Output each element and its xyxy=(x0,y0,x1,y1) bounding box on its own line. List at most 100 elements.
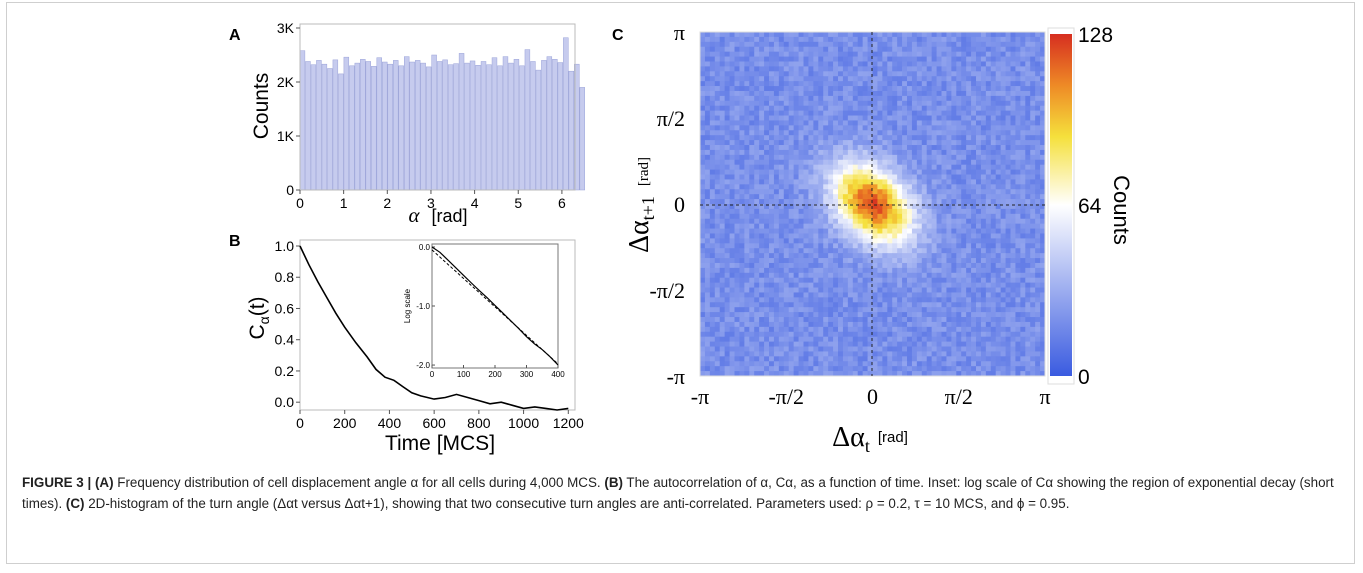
heatmap-cell xyxy=(995,233,1002,239)
heatmap-cell xyxy=(941,317,947,323)
heatmap-cell xyxy=(916,356,923,362)
heatmap-cell xyxy=(907,56,913,62)
heatmap-cell xyxy=(808,115,814,121)
heatmap-cell xyxy=(941,307,947,313)
heatmap-cell xyxy=(1020,346,1026,352)
heatmap-cell xyxy=(980,253,987,259)
heatmap-cell xyxy=(818,292,824,298)
heatmap-cell xyxy=(852,36,859,43)
heatmap-cell xyxy=(961,41,967,48)
heatmap-cell xyxy=(882,184,888,190)
heatmap-cell xyxy=(739,115,745,121)
heatmap-cell xyxy=(734,331,740,338)
heatmap-cell xyxy=(709,326,716,333)
heatmap-cell xyxy=(847,346,854,352)
heatmap-cell xyxy=(778,145,785,151)
heatmap-cell xyxy=(709,218,716,225)
heatmap-cell xyxy=(709,140,716,146)
heatmap-cell xyxy=(857,46,864,53)
heatmap-cell xyxy=(729,307,735,313)
heatmap-cell xyxy=(769,282,775,288)
heatmap-cell xyxy=(921,130,928,136)
heatmap-cell xyxy=(709,164,716,170)
heatmap-cell xyxy=(793,204,799,210)
heatmap-cell xyxy=(961,86,967,92)
heatmap-cell xyxy=(847,253,854,259)
heatmap-cell xyxy=(1000,95,1006,102)
heatmap-cell xyxy=(985,326,992,333)
heatmap-cell xyxy=(734,159,740,166)
heatmap-cell xyxy=(887,204,893,210)
bar xyxy=(398,65,404,191)
heatmap-cell xyxy=(764,100,770,107)
heatmap-cell xyxy=(931,110,937,116)
heatmap-cell xyxy=(749,277,755,284)
heatmap-cell xyxy=(734,312,740,318)
heatmap-cell xyxy=(956,66,962,72)
heatmap-cell xyxy=(759,36,765,43)
heatmap-cell xyxy=(818,100,824,107)
heatmap-cell xyxy=(951,184,957,190)
heatmap-cell xyxy=(778,135,785,141)
heatmap-cell xyxy=(985,302,992,308)
heatmap-cell xyxy=(1020,154,1026,161)
heatmap-cell xyxy=(1005,41,1011,48)
heatmap-cell xyxy=(951,253,957,259)
heatmap-cell xyxy=(902,312,908,318)
heatmap-cell xyxy=(788,262,795,269)
bar xyxy=(321,63,328,191)
heatmap-cell xyxy=(823,287,829,293)
heatmap-cell xyxy=(892,199,898,205)
heatmap-cell xyxy=(980,154,987,161)
heatmap-cell xyxy=(936,189,942,195)
heatmap-cell xyxy=(907,258,913,264)
heatmap-cell xyxy=(778,258,785,264)
heatmap-cell xyxy=(936,351,942,357)
heatmap-cell xyxy=(907,81,913,87)
heatmap-cell xyxy=(773,233,780,239)
heatmap-cell xyxy=(911,159,918,166)
heatmap-cell xyxy=(862,243,868,249)
heatmap-cell xyxy=(862,356,868,362)
heatmap-cell xyxy=(1010,154,1016,161)
heatmap-cell xyxy=(828,321,834,328)
heatmap-cell xyxy=(1015,248,1021,254)
heatmap-cell xyxy=(813,169,819,175)
heatmap-cell xyxy=(813,326,819,333)
heatmap-cell xyxy=(887,174,893,180)
heatmap-cell xyxy=(1010,125,1016,131)
heatmap-cell xyxy=(1015,267,1021,274)
heatmap-cell xyxy=(818,346,824,352)
heatmap-cell xyxy=(852,262,859,269)
heatmap-cell xyxy=(847,179,854,185)
heatmap-cell xyxy=(892,204,898,210)
heatmap-cell xyxy=(818,336,824,342)
heatmap-cell xyxy=(700,238,706,244)
heatmap-cell xyxy=(1025,125,1031,131)
heatmap-cell xyxy=(966,302,972,308)
heatmap-cell xyxy=(1010,243,1016,249)
heatmap-cell xyxy=(931,130,937,136)
heatmap-cell xyxy=(734,51,740,57)
heatmap-cell xyxy=(976,326,982,333)
heatmap-cell xyxy=(808,258,814,264)
heatmap-cell xyxy=(1025,115,1031,121)
heatmap-cell xyxy=(823,331,829,338)
heatmap-cell xyxy=(739,32,745,38)
heatmap-cell xyxy=(1025,140,1031,146)
heatmap-cell xyxy=(926,287,933,293)
heatmap-cell xyxy=(764,135,770,141)
heatmap-cell xyxy=(818,174,824,180)
heatmap-cell xyxy=(818,32,824,38)
heatmap-cell xyxy=(1020,336,1026,342)
heatmap-cell xyxy=(892,351,898,357)
heatmap-cell xyxy=(813,194,819,200)
heatmap-cell xyxy=(729,120,735,126)
heatmap-cell xyxy=(719,331,726,338)
heatmap-cell xyxy=(803,199,809,205)
heatmap-cell xyxy=(916,366,923,372)
heatmap-cell xyxy=(887,336,893,342)
heatmap-cell xyxy=(808,189,814,195)
heatmap-cell xyxy=(956,267,962,274)
heatmap-cell xyxy=(828,208,834,215)
